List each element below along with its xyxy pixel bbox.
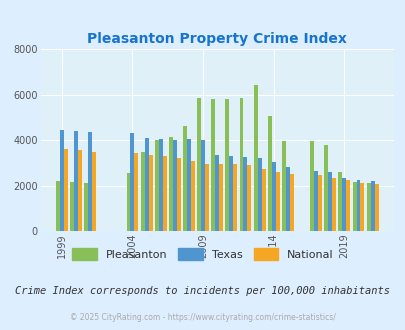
Bar [324, 145, 328, 231]
Bar [134, 153, 138, 231]
Bar [88, 132, 92, 231]
Bar [289, 174, 293, 231]
Bar [183, 125, 187, 231]
Bar [341, 178, 345, 231]
Bar [84, 183, 88, 231]
Bar [140, 151, 144, 231]
Bar [281, 141, 285, 231]
Bar [144, 138, 148, 231]
Text: Crime Index corresponds to incidents per 100,000 inhabitants: Crime Index corresponds to incidents per… [15, 286, 390, 296]
Bar [56, 181, 60, 231]
Bar [239, 98, 243, 231]
Bar [215, 155, 219, 231]
Bar [352, 182, 356, 231]
Bar [309, 141, 313, 231]
Bar [130, 133, 134, 231]
Bar [331, 178, 335, 231]
Bar [285, 167, 289, 231]
Bar [225, 99, 229, 231]
Bar [60, 130, 64, 231]
Bar [356, 180, 360, 231]
Bar [78, 150, 82, 231]
Bar [187, 139, 190, 231]
Bar [317, 176, 321, 231]
Bar [243, 157, 247, 231]
Bar [338, 172, 341, 231]
Bar [229, 156, 233, 231]
Bar [64, 149, 68, 231]
Bar [271, 162, 275, 231]
Bar [345, 180, 350, 231]
Bar [148, 155, 152, 231]
Bar [275, 172, 279, 231]
Bar [205, 164, 209, 231]
Bar [70, 182, 74, 231]
Bar [92, 151, 96, 231]
Bar [168, 137, 173, 231]
Bar [154, 140, 158, 231]
Bar [176, 158, 180, 231]
Bar [366, 183, 370, 231]
Bar [360, 183, 364, 231]
Bar [219, 164, 223, 231]
Bar [126, 173, 130, 231]
Bar [261, 169, 265, 231]
Bar [328, 172, 331, 231]
Text: © 2025 CityRating.com - https://www.cityrating.com/crime-statistics/: © 2025 CityRating.com - https://www.city… [70, 313, 335, 322]
Title: Pleasanton Property Crime Index: Pleasanton Property Crime Index [87, 32, 346, 46]
Bar [253, 85, 257, 231]
Bar [313, 171, 317, 231]
Bar [200, 140, 205, 231]
Bar [374, 184, 377, 231]
Bar [197, 98, 200, 231]
Bar [257, 158, 261, 231]
Legend: Pleasanton, Texas, National: Pleasanton, Texas, National [68, 244, 337, 265]
Bar [158, 139, 162, 231]
Bar [190, 161, 194, 231]
Bar [247, 165, 251, 231]
Bar [211, 99, 215, 231]
Bar [74, 131, 78, 231]
Bar [233, 164, 237, 231]
Bar [162, 156, 166, 231]
Bar [173, 140, 176, 231]
Bar [267, 116, 271, 231]
Bar [370, 181, 374, 231]
